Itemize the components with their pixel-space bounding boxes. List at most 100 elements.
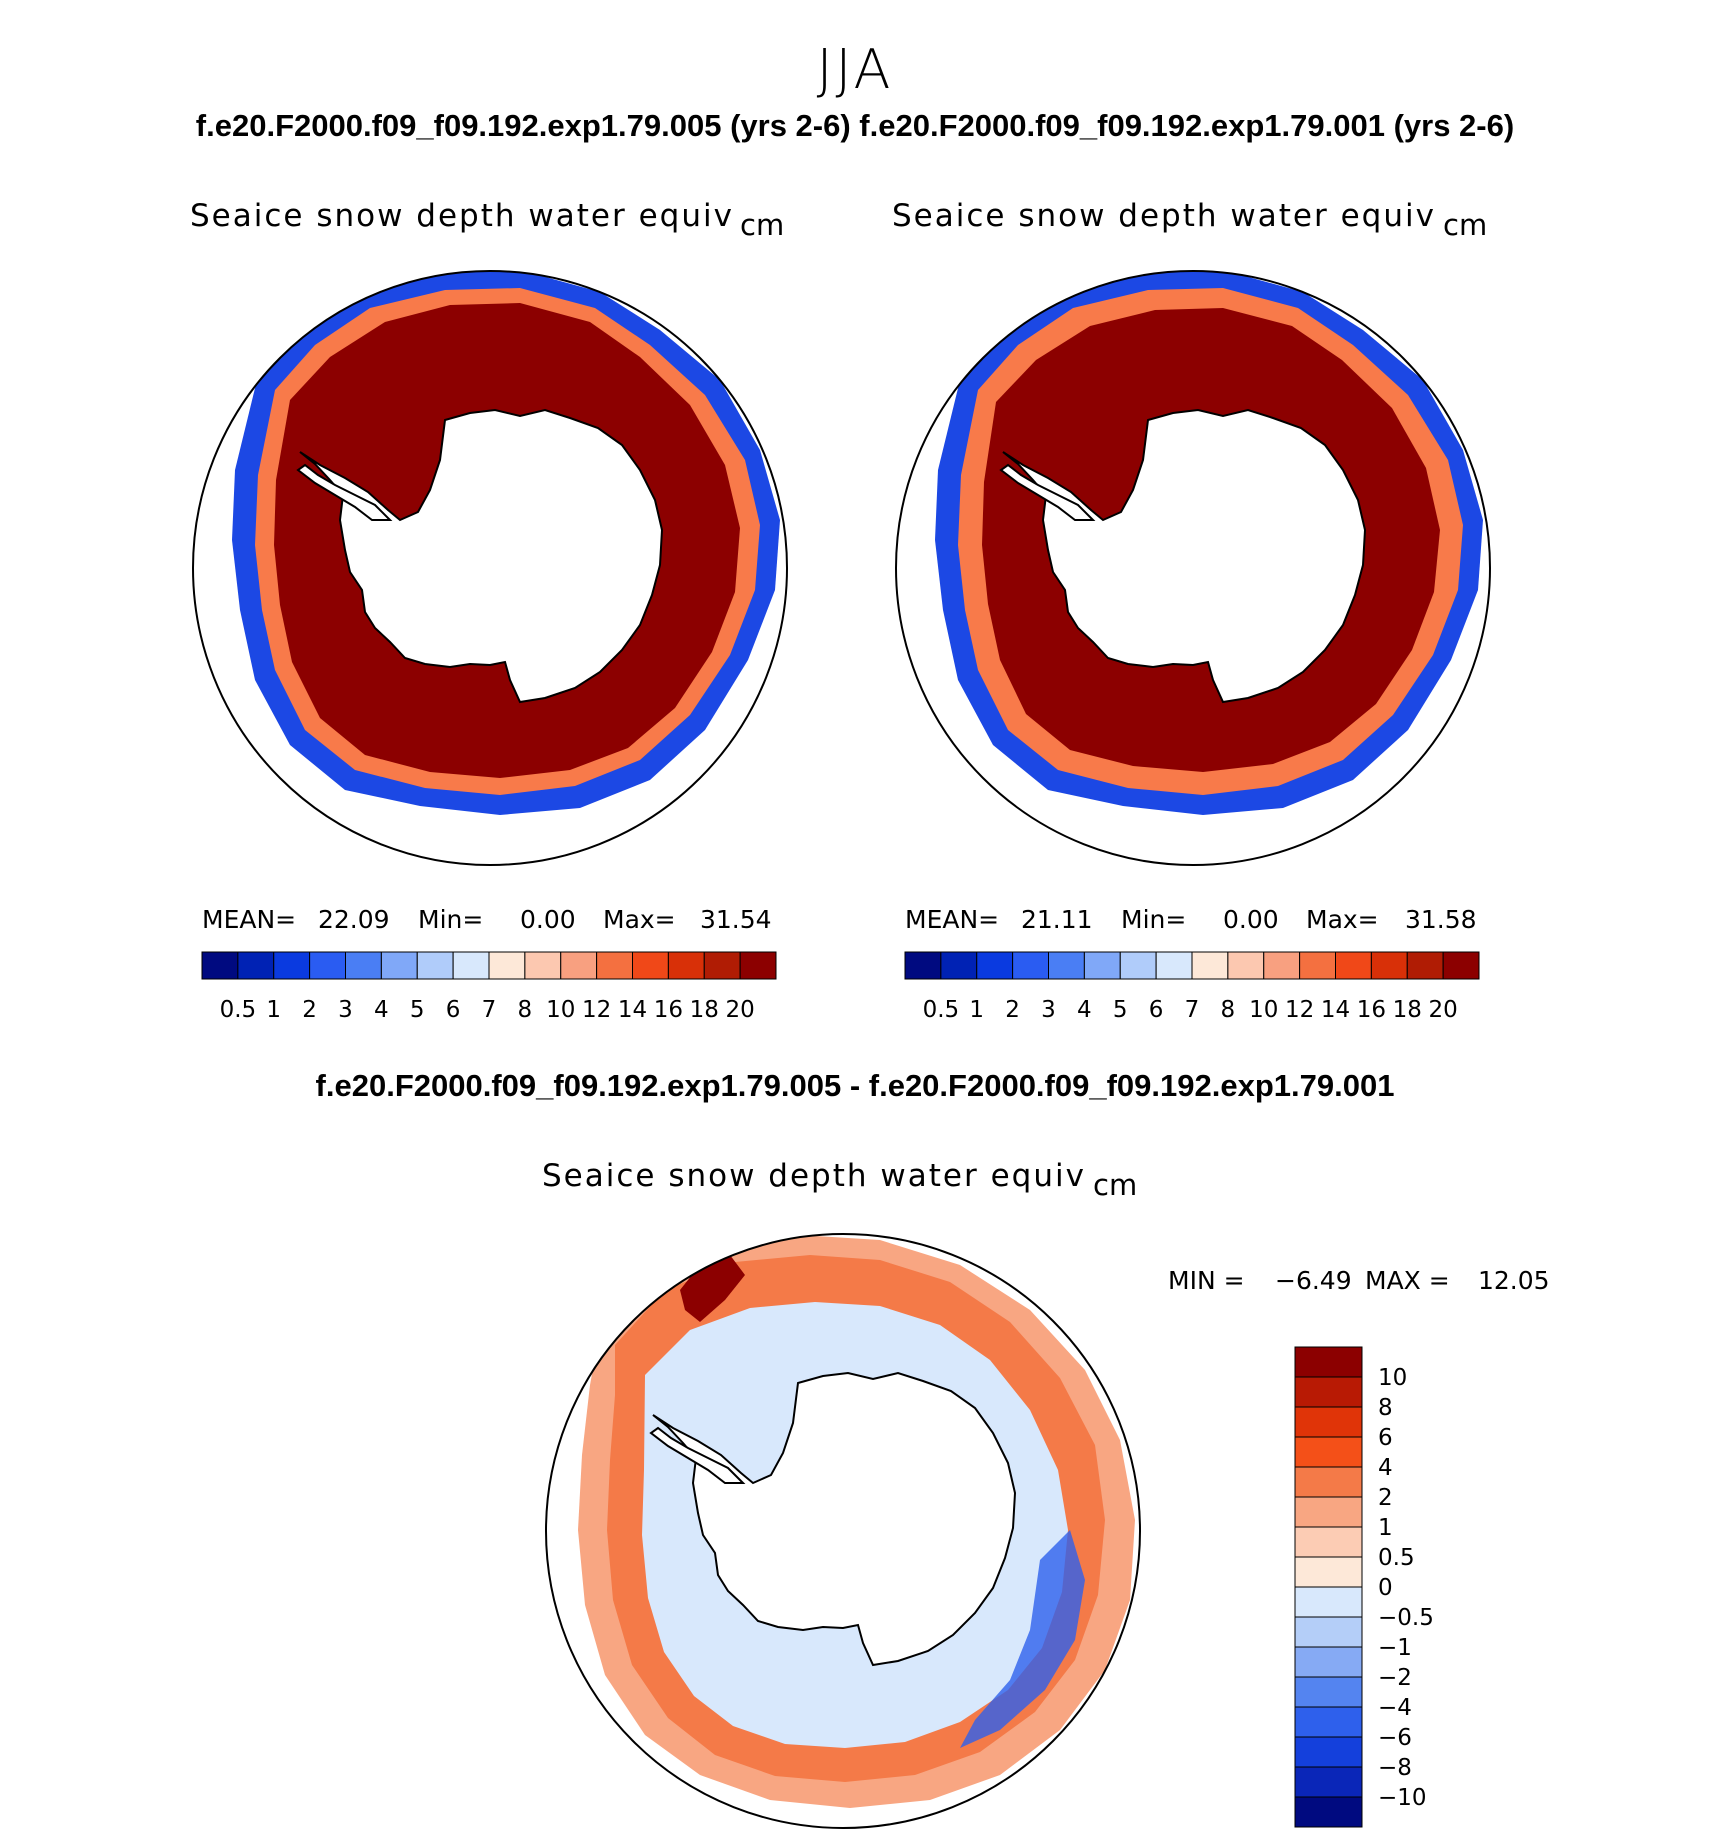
difference-colorbar-swatch (1294, 1796, 1363, 1828)
left-colorbar-tick-label: 5 (410, 997, 425, 1023)
right-max-label: Max= (1306, 905, 1379, 934)
difference-colorbar-tick-label: 8 (1378, 1395, 1393, 1421)
difference-colorbar-swatch (1294, 1736, 1363, 1768)
left-min-value: 0.00 (520, 905, 576, 934)
right-min-value: 0.00 (1223, 905, 1279, 934)
left-colorbar-tick-label: 16 (654, 997, 683, 1023)
left-colorbar-tick-label: 1 (266, 997, 281, 1023)
right-map-boundary (895, 270, 1491, 866)
right-colorbar-swatch (904, 951, 942, 980)
difference-colorbar-swatch (1294, 1676, 1363, 1708)
left-colorbar-swatch (524, 951, 562, 980)
difference-colorbar-tick-label: −0.5 (1378, 1605, 1434, 1631)
right-panel-variable: Seaice snow depth water equiv (892, 198, 1436, 234)
right-colorbar-swatch (1191, 951, 1229, 980)
difference-colorbar: 10 8 6 4 2 1 0.5 0 −0.5 −1 −2 −4 −6 −8 −10 (1294, 1346, 1434, 1828)
left-colorbar-tick-label: 0.5 (220, 997, 257, 1023)
difference-colorbar-tick-label: 10 (1378, 1365, 1407, 1391)
left-colorbar-swatch (237, 951, 275, 980)
right-mean-value: 21.11 (1021, 905, 1093, 934)
left-colorbar-tick-label: 8 (518, 997, 533, 1023)
diff-panel-unit: cm (1093, 1168, 1138, 1202)
diff-panel-variable: Seaice snow depth water equiv (542, 1158, 1086, 1194)
difference-colorbar-tick-label: 2 (1378, 1485, 1393, 1511)
left-colorbar-swatch (309, 951, 346, 980)
diff-map-boundary (545, 1233, 1141, 1829)
case-comparison-title: f.e20.F2000.f09_f09.192.exp1.79.005 (yrs… (195, 108, 1515, 143)
right-colorbar-tick-label: 12 (1285, 997, 1314, 1023)
right-colorbar-swatch (1012, 951, 1049, 980)
right-polar-map (895, 270, 1491, 866)
difference-colorbar-swatch (1294, 1586, 1363, 1618)
difference-colorbar-swatch (1294, 1496, 1363, 1528)
right-colorbar-tick-label: 0.5 (923, 997, 960, 1023)
left-colorbar-swatch (201, 951, 239, 980)
right-colorbar-tick-label: 18 (1393, 997, 1422, 1023)
right-colorbar-swatch (1335, 951, 1372, 980)
right-colorbar-tick-label: 5 (1113, 997, 1128, 1023)
left-antarctica-landmass (299, 408, 664, 704)
left-map-boundary (192, 270, 788, 866)
left-antarctic-peninsula (296, 463, 393, 521)
left-colorbar-swatch (452, 951, 490, 980)
left-colorbar-swatch (488, 951, 526, 980)
left-colorbar-tick-label: 12 (582, 997, 611, 1023)
difference-colorbar-tick-label: −2 (1378, 1665, 1412, 1691)
difference-title: f.e20.F2000.f09_f09.192.exp1.79.005 - f.… (315, 1068, 1395, 1103)
difference-colorbar-swatch (1294, 1646, 1363, 1678)
left-panel-unit: cm (740, 208, 785, 242)
right-colorbar-tick-label: 4 (1077, 997, 1092, 1023)
difference-colorbar-swatch (1294, 1526, 1363, 1558)
right-colorbar: 0.5 1 2 3 4 5 6 7 8 10 12 14 16 18 20 (904, 951, 1480, 1023)
right-colorbar-swatch (1370, 951, 1408, 980)
right-colorbar-swatch (1442, 951, 1480, 980)
difference-colorbar-tick-label: −6 (1378, 1725, 1412, 1751)
right-colorbar-tick-label: 20 (1428, 997, 1457, 1023)
right-colorbar-tick-label: 6 (1149, 997, 1164, 1023)
difference-colorbar-tick-label: 1 (1378, 1515, 1393, 1541)
difference-colorbar-tick-label: 4 (1378, 1455, 1393, 1481)
right-max-value: 31.58 (1405, 905, 1477, 934)
left-max-value: 31.54 (700, 905, 772, 934)
right-colorbar-swatch (1119, 951, 1157, 980)
diff-max-label: MAX = (1365, 1266, 1450, 1295)
right-colorbar-tick-label: 2 (1005, 997, 1020, 1023)
diff-max-value: 12.05 (1478, 1266, 1550, 1295)
left-colorbar-swatch (416, 951, 454, 980)
right-colorbar-swatch (1263, 951, 1301, 980)
left-mean-value: 22.09 (318, 905, 390, 934)
right-min-label: Min= (1121, 905, 1187, 934)
difference-colorbar-tick-label: −10 (1378, 1785, 1427, 1811)
difference-colorbar-tick-label: 0 (1378, 1575, 1393, 1601)
difference-colorbar-swatch (1294, 1436, 1363, 1468)
diff-min-label: MIN = (1168, 1266, 1245, 1295)
difference-colorbar-tick-label: −8 (1378, 1755, 1412, 1781)
difference-colorbar-tick-label: −1 (1378, 1635, 1412, 1661)
right-colorbar-tick-label: 1 (969, 997, 984, 1023)
difference-colorbar-swatch (1294, 1556, 1363, 1588)
right-colorbar-swatch (1406, 951, 1444, 980)
left-colorbar-swatch (345, 951, 382, 980)
left-colorbar-swatch (560, 951, 598, 980)
left-min-label: Min= (418, 905, 484, 934)
diff-antarctic-peninsula (649, 1426, 746, 1484)
left-colorbar-swatch (273, 951, 311, 980)
difference-colorbar-swatch (1294, 1346, 1363, 1378)
right-colorbar-swatch (940, 951, 978, 980)
left-mean-label: MEAN= (202, 905, 297, 934)
right-colorbar-swatch (1083, 951, 1121, 980)
difference-colorbar-swatch (1294, 1766, 1363, 1798)
right-colorbar-swatch (976, 951, 1014, 980)
difference-colorbar-tick-label: 0.5 (1378, 1545, 1415, 1571)
left-colorbar-tick-label: 2 (302, 997, 317, 1023)
difference-colorbar-swatch (1294, 1406, 1363, 1438)
difference-polar-map (545, 1233, 1141, 1829)
left-colorbar-tick-label: 4 (374, 997, 389, 1023)
diff-antarctica-landmass (652, 1371, 1017, 1667)
left-colorbar-swatch (596, 951, 633, 980)
left-colorbar-swatch (380, 951, 418, 980)
right-colorbar-tick-label: 10 (1249, 997, 1278, 1023)
left-colorbar-tick-label: 10 (546, 997, 575, 1023)
left-colorbar-swatch (703, 951, 741, 980)
right-colorbar-tick-label: 8 (1221, 997, 1236, 1023)
